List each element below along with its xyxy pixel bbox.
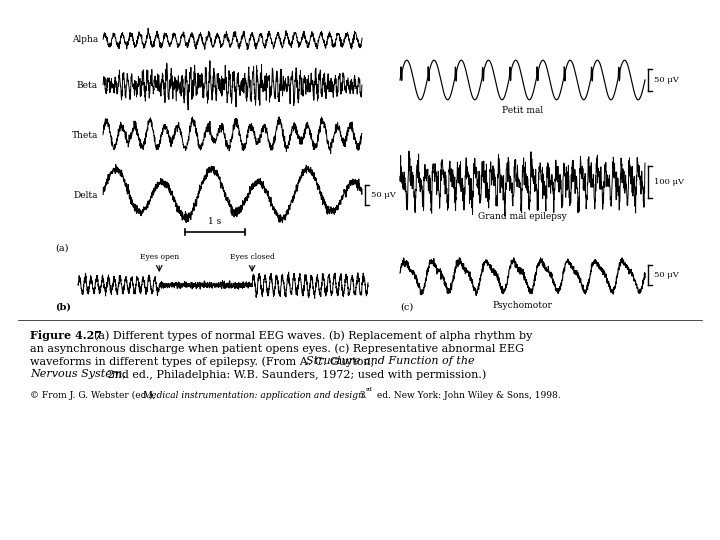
Text: ed. New York: John Wiley & Sons, 1998.: ed. New York: John Wiley & Sons, 1998. <box>374 391 561 400</box>
Text: 100 μV: 100 μV <box>654 178 684 186</box>
Text: 50 μV: 50 μV <box>371 191 396 199</box>
Text: Grand mal epilepsy: Grand mal epilepsy <box>478 212 567 221</box>
Text: Theta: Theta <box>71 131 98 139</box>
Text: Structure and Function of the: Structure and Function of the <box>306 356 474 366</box>
Text: Eyes closed: Eyes closed <box>230 253 274 261</box>
Text: (b): (b) <box>55 303 71 312</box>
Text: Alpha: Alpha <box>72 36 98 44</box>
Text: (a): (a) <box>55 244 68 253</box>
Text: Delta: Delta <box>73 191 98 199</box>
Text: 50 μV: 50 μV <box>654 76 679 84</box>
Text: 3: 3 <box>357 391 366 400</box>
Text: 50 μV: 50 μV <box>654 271 679 279</box>
Text: Beta: Beta <box>77 80 98 90</box>
Text: Eyes open: Eyes open <box>140 253 179 261</box>
Text: © From J. G. Webster (ed.),: © From J. G. Webster (ed.), <box>30 391 158 400</box>
Text: Medical instrumentation: application and design.: Medical instrumentation: application and… <box>142 391 366 400</box>
Text: an asynchronous discharge when patient opens eyes. (c) Representative abnormal E: an asynchronous discharge when patient o… <box>30 343 524 354</box>
Text: 2nd ed., Philadelphia: W.B. Saunders, 1972; used with permission.): 2nd ed., Philadelphia: W.B. Saunders, 19… <box>104 369 486 380</box>
Text: rd: rd <box>366 387 373 392</box>
Text: (c): (c) <box>400 303 413 312</box>
Text: Petit mal: Petit mal <box>502 106 543 115</box>
Text: Psychomotor: Psychomotor <box>492 301 552 310</box>
Text: Nervous System,: Nervous System, <box>30 369 126 379</box>
Text: Figure 4.27: Figure 4.27 <box>30 330 102 341</box>
Text: (a) Different types of normal EEG waves. (b) Replacement of alpha rhythm by: (a) Different types of normal EEG waves.… <box>87 330 532 341</box>
Text: 1 s: 1 s <box>208 217 222 226</box>
Text: waveforms in different types of epilepsy. (From A. C. Guyton,: waveforms in different types of epilepsy… <box>30 356 377 367</box>
